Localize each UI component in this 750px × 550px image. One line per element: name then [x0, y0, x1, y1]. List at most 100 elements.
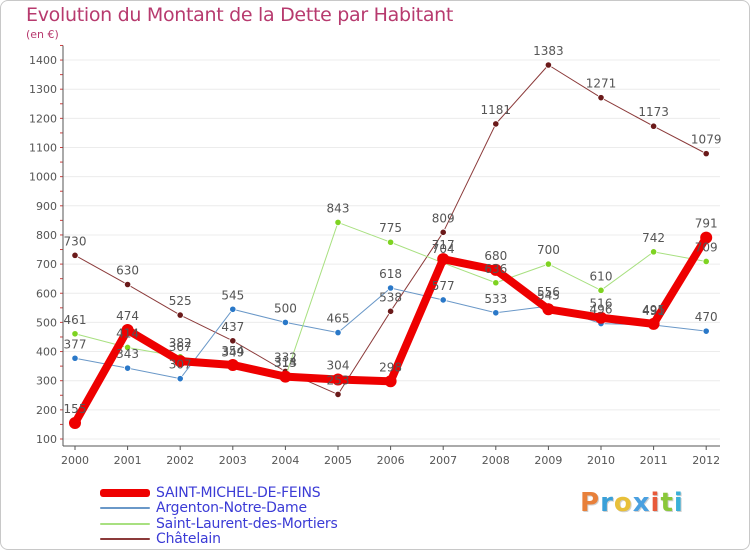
data-label: 533 [484, 292, 507, 306]
data-point [334, 218, 342, 227]
data-label: 809 [432, 211, 455, 225]
data-label: 349 [221, 345, 244, 359]
y-tick-label: 100 [36, 433, 57, 446]
data-label: 1383 [533, 44, 564, 58]
data-label: 577 [432, 279, 455, 293]
y-tick-label: 1100 [29, 142, 57, 155]
data-label: 437 [221, 320, 244, 334]
y-tick-label: 800 [36, 229, 57, 242]
data-point [279, 370, 292, 383]
data-label: 496 [590, 303, 613, 317]
y-tick-label: 900 [36, 200, 57, 213]
x-tick-label: 2008 [482, 454, 510, 467]
y-tick-label: 200 [36, 404, 57, 417]
data-point [702, 257, 710, 266]
y-tick-label: 700 [36, 258, 57, 271]
data-point [176, 311, 184, 319]
data-point [124, 364, 132, 372]
data-label: 307 [169, 358, 192, 372]
data-label: 367 [169, 340, 192, 354]
data-point [176, 375, 184, 383]
data-point [700, 231, 713, 244]
data-point [386, 238, 395, 246]
x-tick-label: 2000 [61, 454, 89, 467]
data-point [544, 260, 553, 268]
data-point [439, 296, 447, 304]
legend-item-saint-laurent: Saint-Laurent-des-Mortiers [100, 516, 338, 532]
data-point [544, 61, 553, 69]
data-label: 377 [64, 337, 87, 351]
data-point [489, 263, 502, 276]
data-label: 538 [379, 290, 402, 304]
x-tick-label: 2009 [534, 454, 562, 467]
data-point [492, 279, 500, 287]
data-label: 253 [327, 373, 350, 387]
data-point [332, 373, 344, 386]
data-point [647, 317, 660, 330]
series-saint-michel-de-feins [69, 231, 713, 429]
legend-label: Saint-Laurent-des-Mortiers [156, 516, 338, 532]
legend-swatch-saint-michel [100, 489, 150, 497]
data-label: 709 [695, 240, 718, 254]
x-tick-label: 2010 [587, 454, 615, 467]
data-label: 1079 [691, 133, 722, 147]
chart-title: Evolution du Montant de la Dette par Hab… [26, 4, 454, 26]
proxiti-logo: Proxiti [580, 488, 684, 518]
data-label: 704 [432, 242, 455, 256]
data-label: 414 [116, 326, 139, 340]
data-point [334, 329, 342, 337]
x-tick-label: 2012 [692, 454, 720, 467]
data-label: 742 [642, 231, 665, 245]
y-tick-label: 1400 [29, 54, 57, 67]
legend-item-chatelain: Châtelain [100, 531, 221, 547]
data-point [121, 323, 134, 336]
data-label: 556 [537, 285, 560, 299]
data-point [229, 305, 237, 313]
data-label: 700 [537, 243, 560, 257]
data-point [597, 286, 605, 294]
data-label: 304 [327, 359, 350, 373]
data-point [439, 228, 447, 236]
data-point [437, 253, 450, 266]
y-tick-label: 600 [36, 287, 57, 300]
legend-label: Châtelain [156, 531, 221, 547]
data-point [702, 327, 710, 335]
data-label: 610 [590, 269, 613, 283]
data-point [542, 303, 555, 316]
y-tick-label: 1200 [29, 112, 57, 125]
data-point [124, 280, 132, 289]
y-tick-label: 1300 [29, 83, 57, 96]
data-point [595, 311, 607, 324]
data-label: 470 [695, 310, 718, 324]
axes [60, 44, 720, 450]
data-point [492, 120, 500, 128]
y-tick-label: 1000 [29, 171, 57, 184]
data-label: 680 [484, 249, 507, 263]
data-point [384, 375, 397, 388]
series-line [71, 233, 711, 427]
data-label: 382 [169, 336, 192, 350]
x-tick-label: 2007 [429, 454, 457, 467]
data-label: 525 [169, 294, 192, 308]
legend-swatch-argenton [100, 507, 150, 509]
data-label: 155 [64, 402, 87, 416]
y-tick-label: 300 [36, 375, 57, 388]
x-axis-ticks: 2000 2001 2002 2003 2004 2005 2006 2007 2008 2009… [61, 454, 720, 467]
data-label: 354 [221, 344, 244, 358]
y-tick-label: 500 [36, 316, 57, 329]
data-point [71, 354, 79, 362]
data-label: 516 [590, 297, 613, 311]
x-tick-label: 2003 [219, 454, 247, 467]
data-label: 343 [116, 347, 139, 361]
data-label: 313 [274, 356, 297, 370]
legend-label: SAINT-MICHEL-DE-FEINS [156, 485, 321, 501]
legend-item-saint-michel: SAINT-MICHEL-DE-FEINS [100, 485, 321, 501]
y-tick-label: 400 [36, 346, 57, 359]
series-lines [69, 61, 713, 429]
x-tick-label: 2004 [271, 454, 299, 467]
data-label: 465 [327, 312, 350, 326]
data-label: 545 [537, 288, 560, 302]
data-label: 1173 [638, 105, 669, 119]
